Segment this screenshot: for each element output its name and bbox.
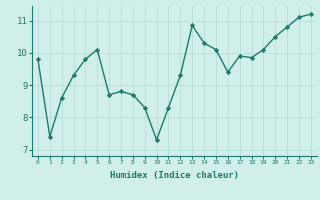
X-axis label: Humidex (Indice chaleur): Humidex (Indice chaleur) <box>110 171 239 180</box>
